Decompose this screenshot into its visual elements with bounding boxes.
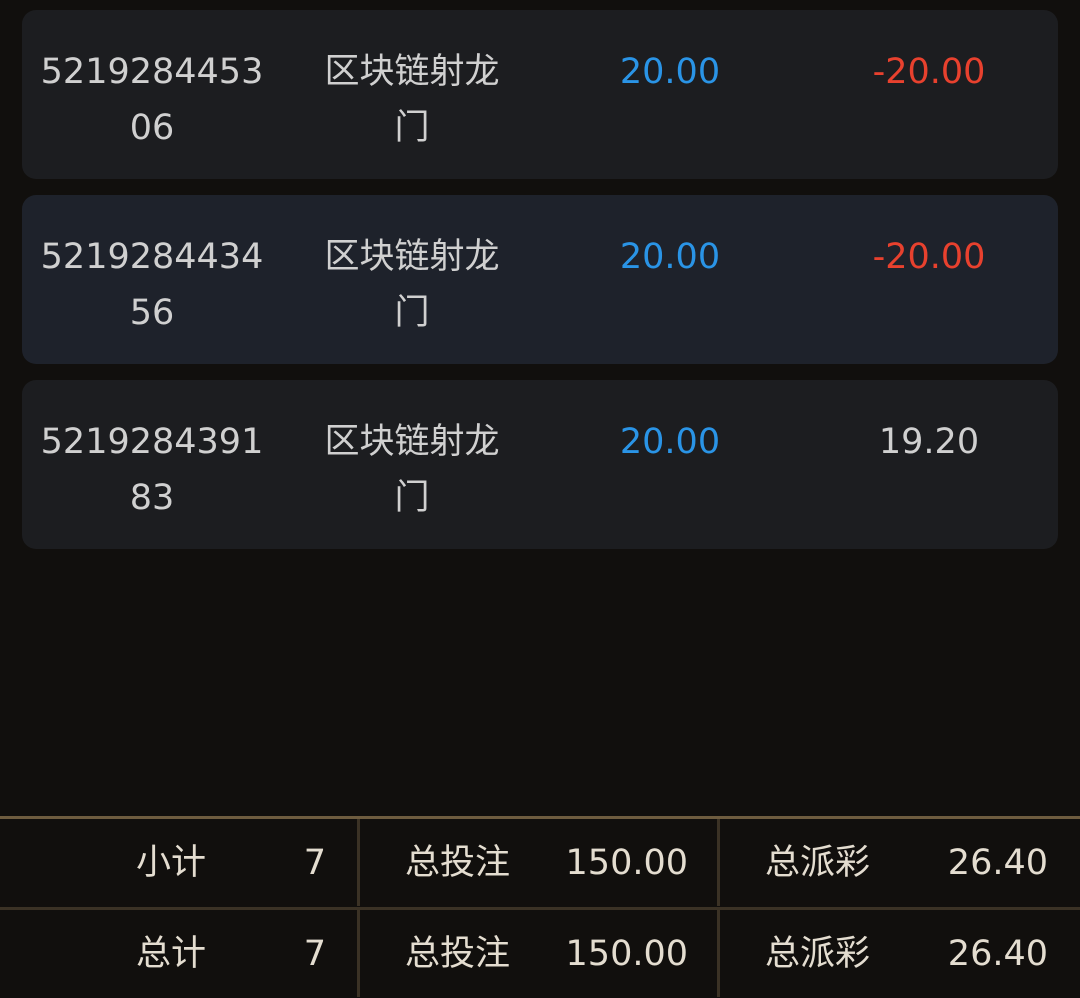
bet-amount: 20.00 <box>619 237 721 277</box>
total-payout-value: 26.40 <box>947 843 1048 883</box>
bet-amount: 20.00 <box>619 52 721 92</box>
total-bet-value: 150.00 <box>565 843 688 883</box>
subtotal-count: 7 <box>303 843 326 883</box>
subtotal-row: 小计 7 总投注 150.00 总派彩 26.40 <box>0 819 1080 906</box>
order-id: 521928445306 <box>40 52 264 148</box>
order-id: 521928439183 <box>40 422 264 518</box>
total-payout-label: 总派彩 <box>764 934 870 974</box>
total-bet-label: 总投注 <box>404 843 510 883</box>
order-id: 521928443456 <box>40 237 264 333</box>
subtotal-label: 小计 <box>135 843 206 883</box>
total-count: 7 <box>303 934 326 974</box>
win-loss: 19.20 <box>878 422 980 462</box>
total-payout-label: 总派彩 <box>764 843 870 883</box>
total-bet-label: 总投注 <box>404 934 510 974</box>
game-name: 区块链射龙门 <box>324 52 500 148</box>
record-row[interactable]: 521928439183 区块链射龙门 20.00 19.20 <box>22 380 1058 549</box>
record-row[interactable]: 521928445306 区块链射龙门 20.00 -20.00 <box>22 10 1058 179</box>
summary-footer: 小计 7 总投注 150.00 总派彩 26.40 总计 7 总投注 150.0… <box>0 816 1080 997</box>
bet-amount: 20.00 <box>619 422 721 462</box>
total-bet-value: 150.00 <box>565 934 688 974</box>
game-name: 区块链射龙门 <box>324 422 500 518</box>
total-label: 总计 <box>135 934 206 974</box>
total-row: 总计 7 总投注 150.00 总派彩 26.40 <box>0 907 1080 997</box>
record-row[interactable]: 521928443456 区块链射龙门 20.00 -20.00 <box>22 195 1058 364</box>
game-name: 区块链射龙门 <box>324 237 500 333</box>
total-payout-value: 26.40 <box>947 934 1048 974</box>
win-loss: -20.00 <box>872 237 986 277</box>
win-loss: -20.00 <box>872 52 986 92</box>
